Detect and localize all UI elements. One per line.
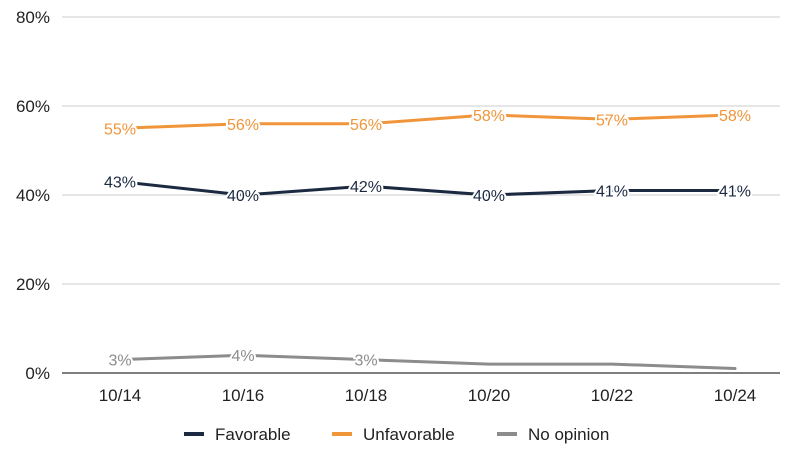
legend: Favorable Unfavorable No opinion	[184, 425, 609, 444]
data-label-unfavorable: 56%	[227, 117, 259, 134]
series-line-unfavorable	[118, 113, 737, 130]
series-line-no-opinion	[118, 353, 737, 371]
legend-label-favorable: Favorable	[215, 425, 291, 444]
data-label-no-opinion: 4%	[231, 348, 254, 365]
y-tick-label: 60%	[16, 97, 50, 116]
data-label-unfavorable: 56%	[350, 117, 382, 134]
y-tick-label: 80%	[16, 8, 50, 27]
legend-label-no-opinion: No opinion	[528, 425, 609, 444]
data-label-no-opinion: 3%	[354, 353, 377, 370]
x-tick-label: 10/24	[714, 386, 757, 405]
data-label-favorable: 43%	[104, 175, 136, 192]
data-label-unfavorable: 55%	[104, 121, 136, 138]
series-lines	[118, 113, 737, 371]
legend-label-unfavorable: Unfavorable	[363, 425, 455, 444]
data-label-no-opinion: 3%	[108, 353, 131, 370]
data-label-unfavorable: 58%	[719, 108, 751, 125]
x-tick-label: 10/20	[468, 386, 511, 405]
data-label-favorable: 42%	[350, 179, 382, 196]
x-axis: 10/14 10/16 10/18 10/20 10/22 10/24	[99, 386, 757, 405]
y-tick-label: 40%	[16, 186, 50, 205]
data-label-unfavorable: 58%	[473, 108, 505, 125]
data-label-favorable: 41%	[596, 184, 628, 201]
x-tick-label: 10/18	[345, 386, 388, 405]
data-label-unfavorable: 57%	[596, 112, 628, 129]
y-axis: 0% 20% 40% 60% 80%	[16, 8, 50, 383]
data-label-favorable: 40%	[473, 188, 505, 205]
x-tick-label: 10/14	[99, 386, 142, 405]
data-label-favorable: 41%	[719, 184, 751, 201]
series-line-favorable	[118, 180, 737, 197]
x-tick-label: 10/16	[222, 386, 265, 405]
y-tick-label: 20%	[16, 275, 50, 294]
y-tick-label: 0%	[25, 364, 50, 383]
x-tick-label: 10/22	[591, 386, 634, 405]
data-labels: 43% 40% 42% 40% 41% 41% 55% 56% 56% 58% 57% 58% 3% 4%…	[102, 106, 753, 372]
grid-lines	[62, 16, 780, 374]
data-label-favorable: 40%	[227, 188, 259, 205]
